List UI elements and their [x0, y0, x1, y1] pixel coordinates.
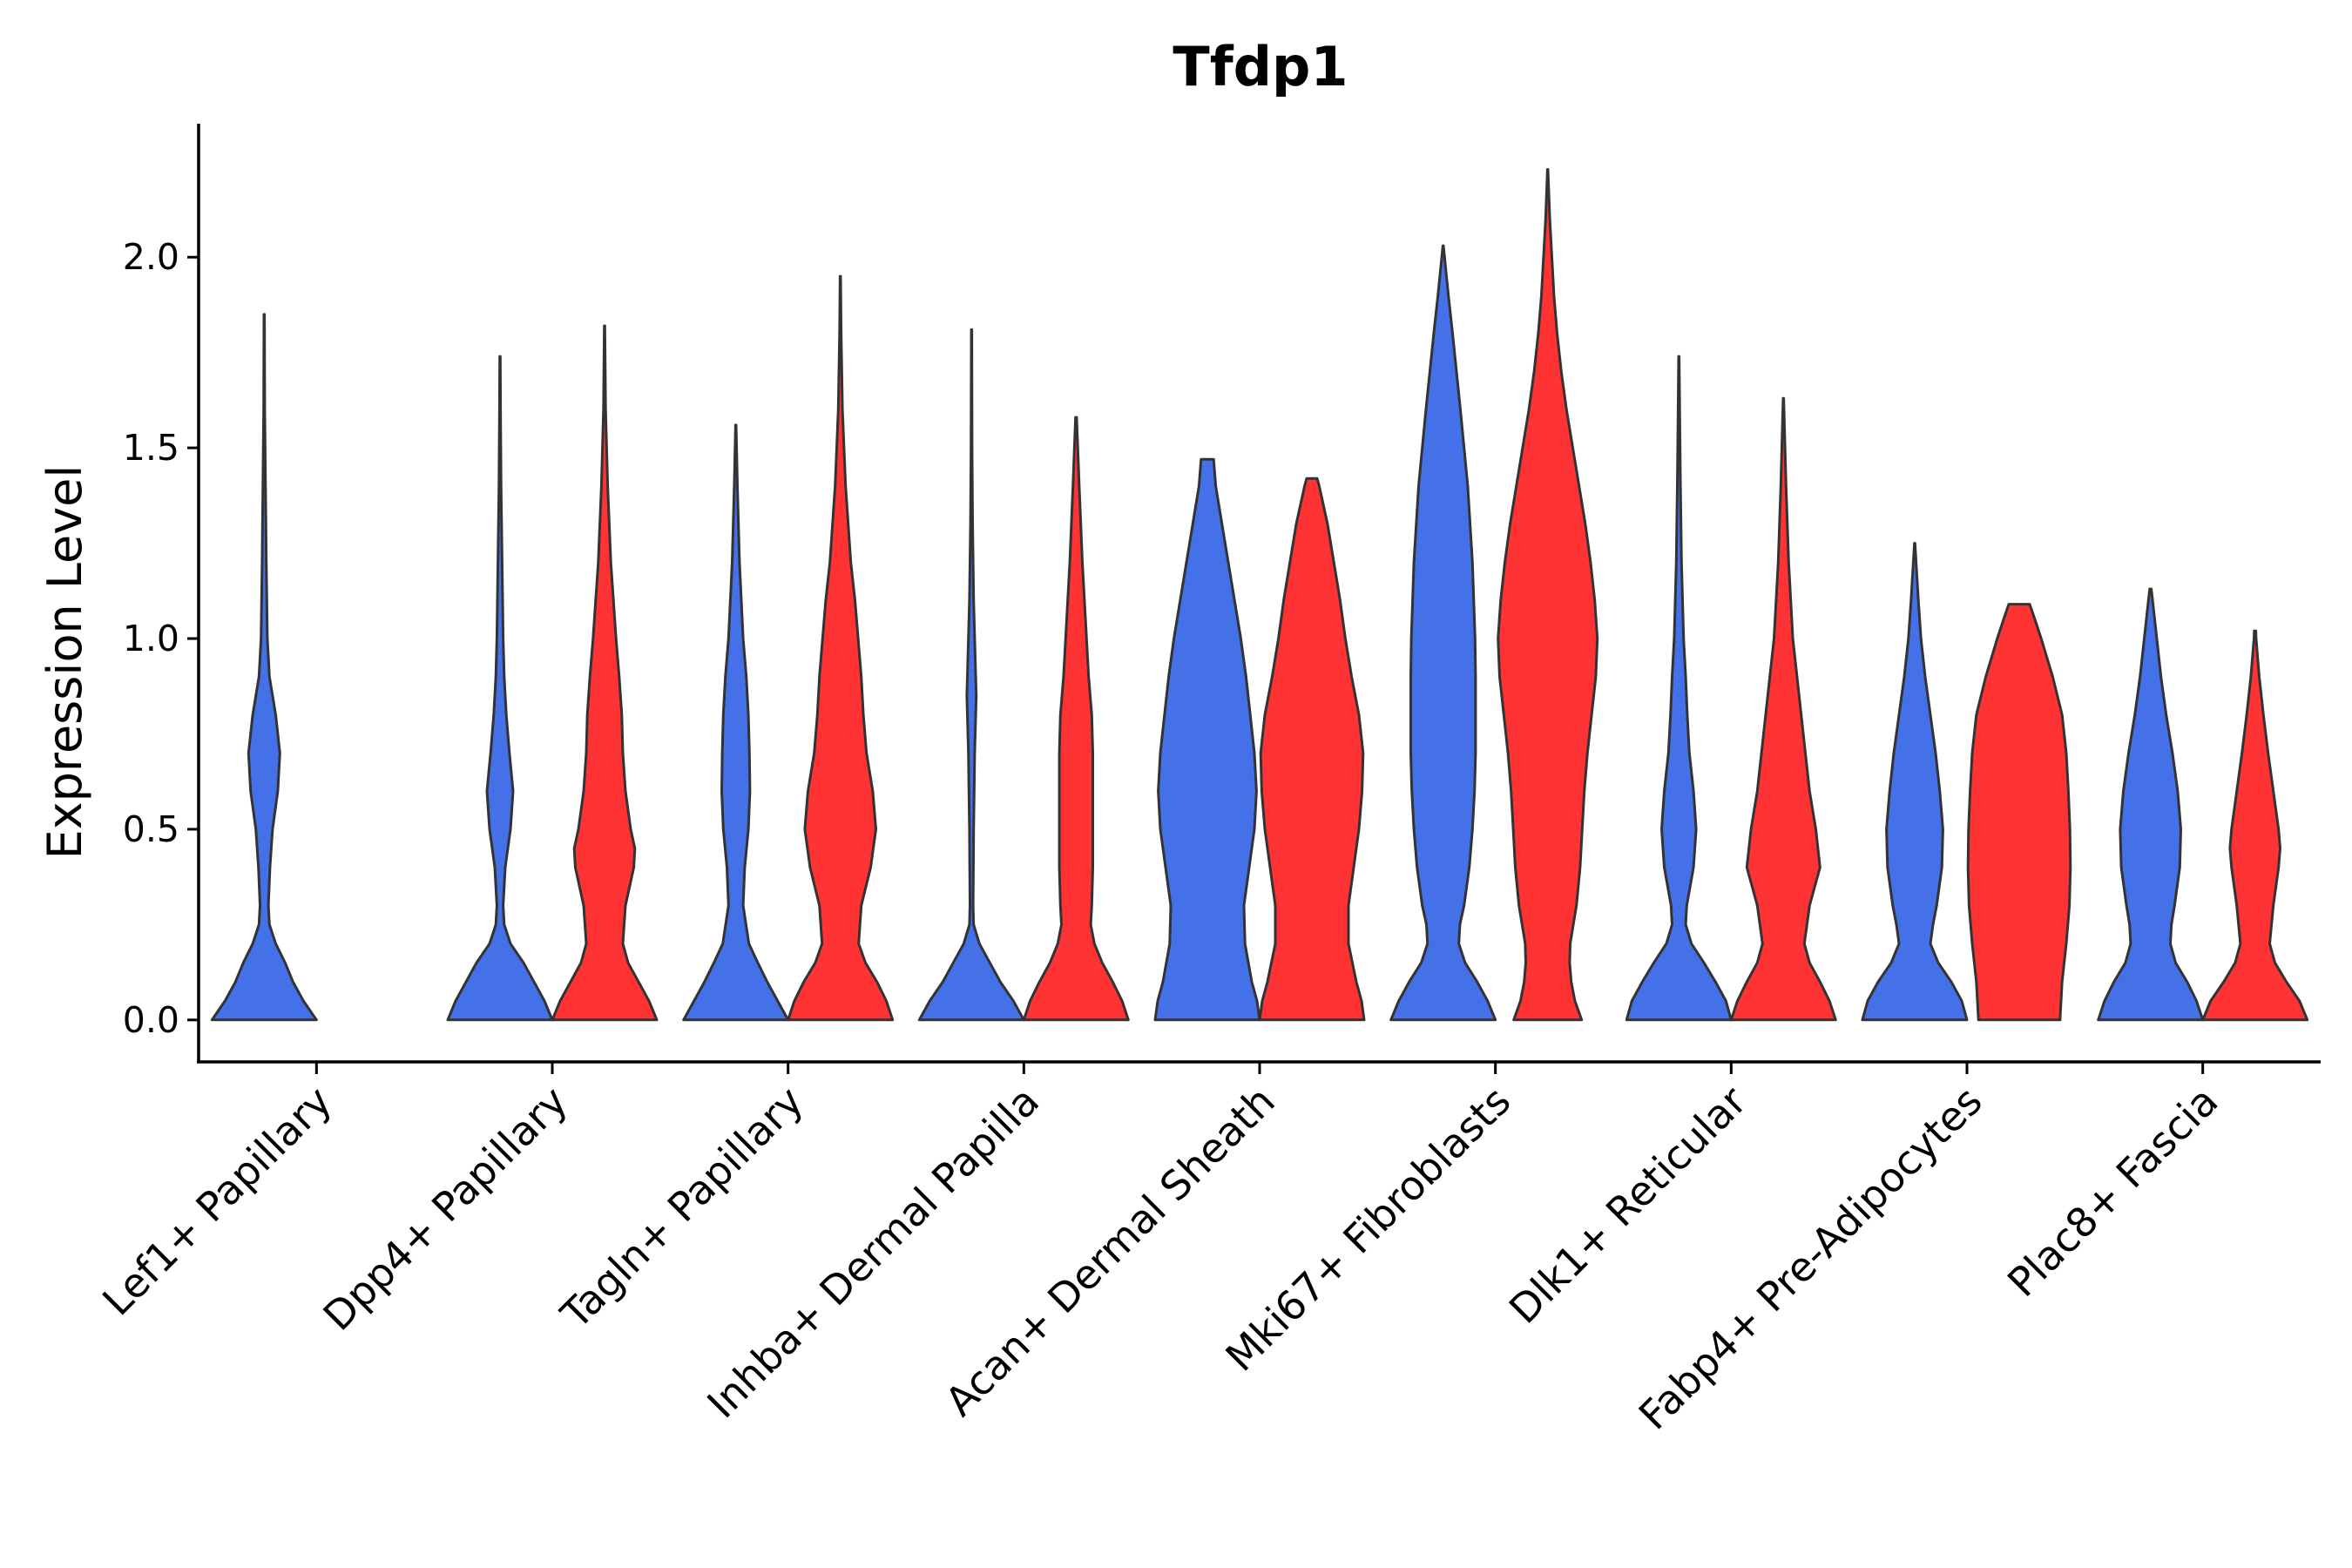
x-tick-label: Dpp4+ Papillary — [314, 1078, 577, 1340]
violin-red — [551, 324, 659, 1022]
violin-red — [1966, 603, 2072, 1022]
violin-red — [1729, 396, 1837, 1022]
violin-red — [1258, 476, 1366, 1022]
x-tick-label: Lef1+ Papillary — [93, 1078, 341, 1325]
violin-blue — [1861, 542, 1969, 1022]
y-ticks-group: 0.0 0.5 1.0 1.5 2.0 — [123, 236, 199, 1041]
y-tick-label: 0.5 — [123, 808, 179, 850]
x-tick-label: Dlk1+ Reticular — [1500, 1078, 1755, 1333]
y-axis-label: Expression Level — [37, 465, 92, 860]
violin-blue — [2097, 587, 2205, 1022]
violin-blue — [210, 313, 318, 1022]
violin-red — [1022, 416, 1130, 1022]
violin-blue — [1389, 244, 1497, 1022]
violin-blue — [1153, 457, 1261, 1022]
x-tick-label: Tagln+ Papillary — [551, 1078, 813, 1339]
y-tick-label: 2.0 — [123, 236, 179, 278]
violin-red — [2201, 629, 2309, 1022]
violin-red — [787, 274, 895, 1022]
y-tick-label: 1.5 — [123, 427, 179, 469]
violin-blue — [682, 423, 790, 1022]
chart-title: Tfdp1 — [1173, 35, 1348, 98]
violin-red — [1497, 168, 1599, 1022]
violin-blue — [1625, 355, 1733, 1022]
violin-blue — [917, 328, 1025, 1022]
y-tick-label: 0.0 — [123, 999, 179, 1041]
y-tick-label: 1.0 — [123, 618, 179, 659]
violins-group — [210, 168, 2309, 1022]
x-tick-label: Plac8+ Fascia — [1998, 1078, 2227, 1306]
violin-blue — [446, 355, 554, 1022]
